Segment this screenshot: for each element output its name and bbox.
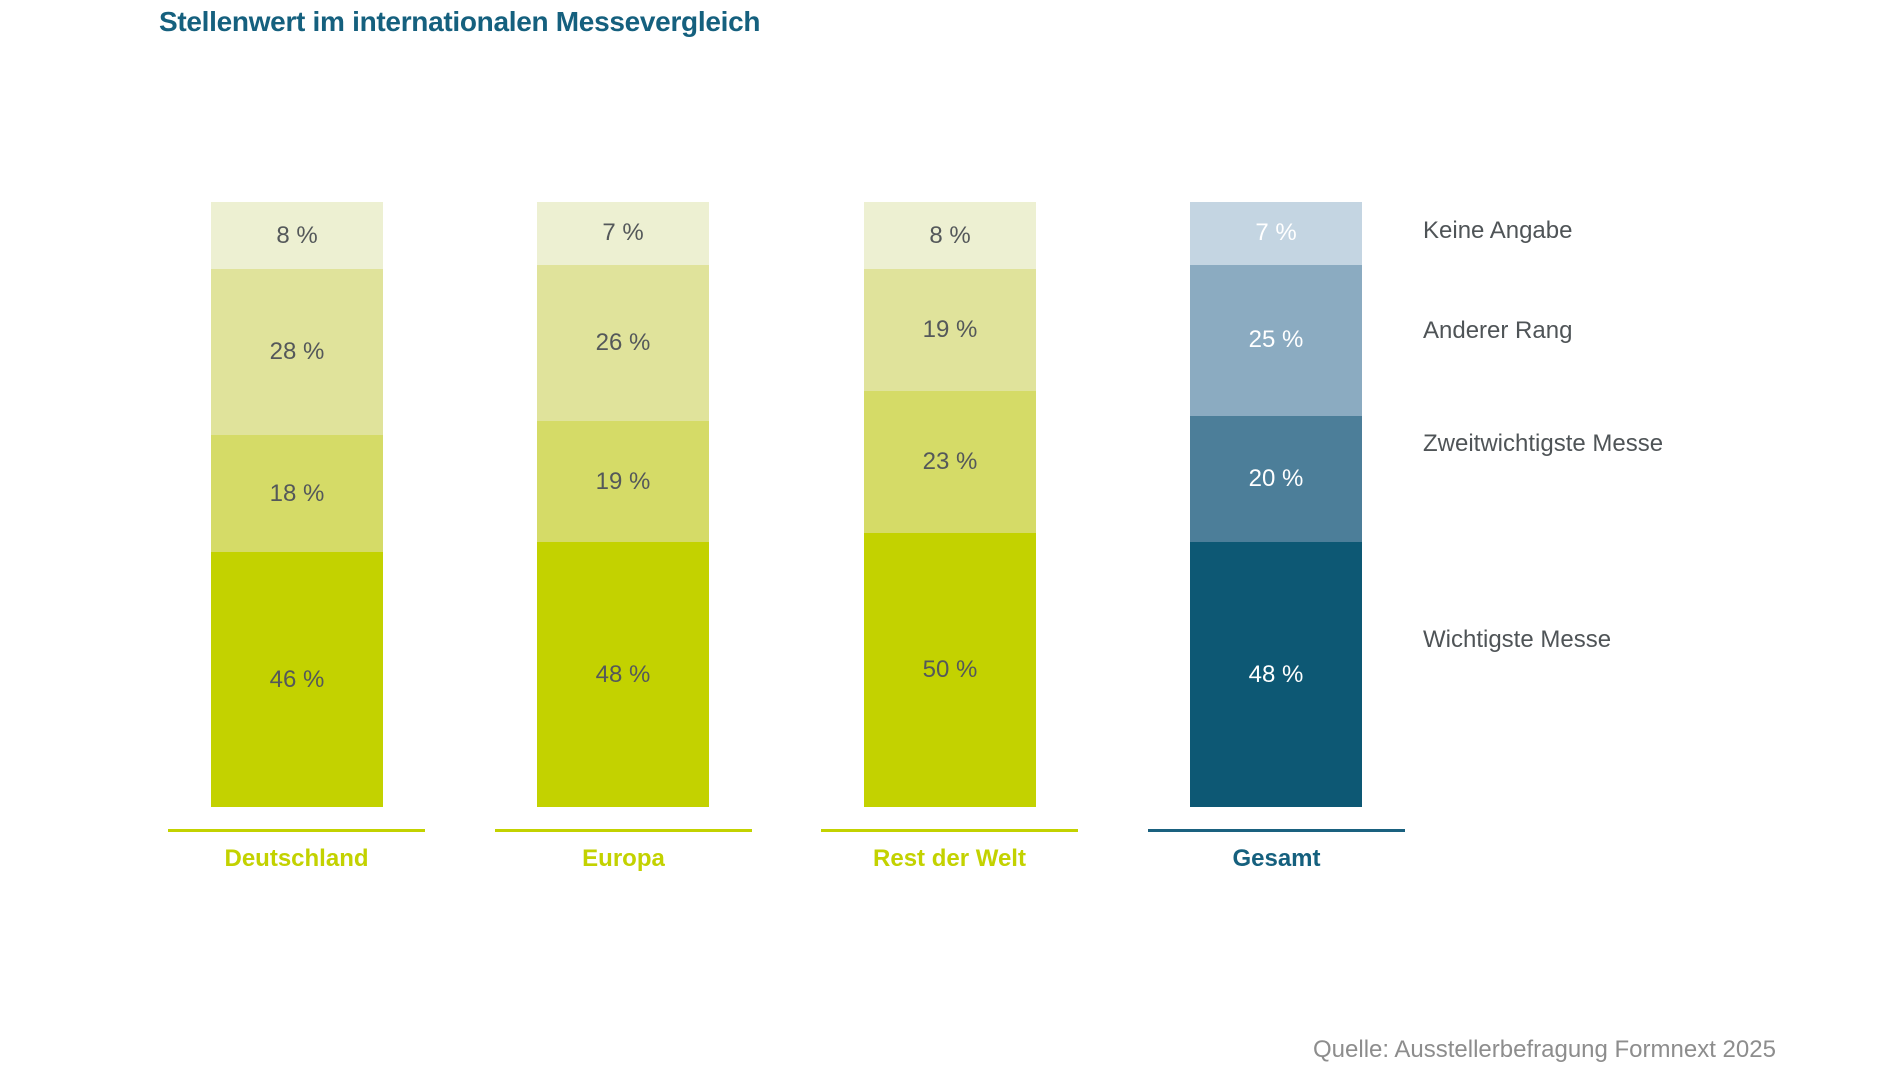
category-label-deutschland: Deutschland: [224, 845, 369, 872]
value-label: 20 %: [1248, 465, 1304, 493]
bar-segment-anderer-rang: 25 %: [1190, 264, 1362, 416]
bar-segment-wichtigste-messe: 50 %: [864, 532, 1036, 807]
bar-segment-anderer-rang: 19 %: [864, 269, 1036, 392]
value-label: 8 %: [929, 221, 971, 249]
bar-segment-wichtigste-messe: 46 %: [211, 552, 383, 807]
value-label: 19 %: [595, 467, 651, 495]
bar-segment-anderer-rang: 26 %: [537, 264, 709, 421]
category-underline-europa: [495, 829, 752, 832]
value-label: 7 %: [1255, 219, 1297, 247]
bar-segment-zweitwichtigste-messe: 19 %: [537, 420, 709, 543]
value-label: 48 %: [1248, 660, 1304, 688]
bar-column-europa: 7 % 26 % 19 % 48 %: [537, 202, 709, 808]
bar-segment-zweitwichtigste-messe: 18 %: [211, 435, 383, 553]
bar-column-gesamt: 7 % 25 % 20 % 48 %: [1190, 202, 1362, 807]
value-label: 23 %: [922, 447, 978, 475]
bar-segment-wichtigste-messe: 48 %: [537, 542, 709, 808]
bar-column-deutschland: 8 % 28 % 18 % 46 %: [211, 202, 383, 807]
value-label: 46 %: [269, 665, 325, 693]
category-underline-rest-der-welt: [821, 829, 1078, 832]
value-label: 48 %: [595, 660, 651, 688]
bar-column-rest-der-welt: 8 % 19 % 23 % 50 %: [864, 202, 1036, 807]
value-label: 7 %: [602, 219, 644, 247]
bar-segment-zweitwichtigste-messe: 20 %: [1190, 415, 1362, 543]
bar-segment-keine-angabe: 7 %: [1190, 202, 1362, 265]
category-label-europa: Europa: [582, 845, 665, 872]
bar-segment-anderer-rang: 28 %: [211, 269, 383, 436]
legend-item-wichtigste-messe: Wichtigste Messe: [1423, 626, 1612, 653]
category-underline-gesamt: [1148, 829, 1405, 832]
value-label: 26 %: [595, 328, 651, 356]
bar-segment-keine-angabe: 7 %: [537, 202, 709, 265]
chart-title: Stellenwert im internationalen Messeverg…: [159, 6, 761, 37]
bar-segment-keine-angabe: 8 %: [864, 202, 1036, 270]
value-label: 18 %: [269, 479, 325, 507]
bar-segment-wichtigste-messe: 48 %: [1190, 542, 1362, 807]
legend-item-keine-angabe: Keine Angabe: [1423, 217, 1573, 244]
value-label: 25 %: [1248, 326, 1304, 354]
source-caption: Quelle: Ausstellerbefragung Formnext 202…: [1313, 1036, 1776, 1063]
category-underline-deutschland: [168, 829, 425, 832]
bar-segment-keine-angabe: 8 %: [211, 202, 383, 270]
value-label: 8 %: [276, 221, 318, 249]
category-label-gesamt: Gesamt: [1232, 845, 1321, 872]
value-label: 28 %: [269, 338, 325, 366]
legend-item-zweitwichtigste-messe: Zweitwichtigste Messe: [1423, 430, 1664, 457]
value-label: 50 %: [922, 655, 978, 683]
category-label-rest-der-welt: Rest der Welt: [873, 845, 1026, 872]
value-label: 19 %: [922, 316, 978, 344]
bar-segment-zweitwichtigste-messe: 23 %: [864, 391, 1036, 533]
legend-item-anderer-rang: Anderer Rang: [1423, 317, 1573, 344]
